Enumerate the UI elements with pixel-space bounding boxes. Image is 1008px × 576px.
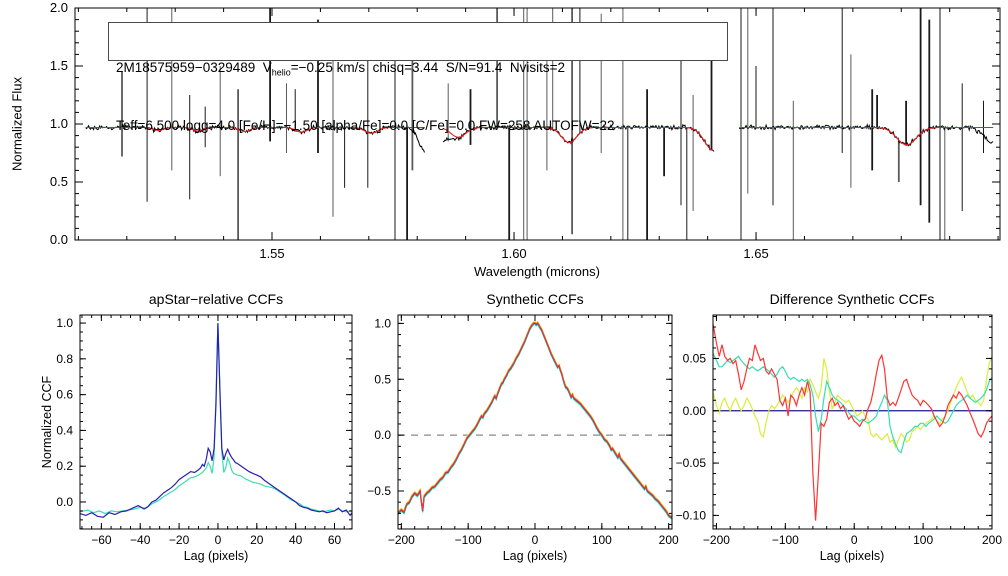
series-ccf-aqua: [80, 323, 352, 515]
spectrum-yaxis-title: Normalized Flux: [9, 77, 25, 171]
tick-label: 0.0: [56, 495, 73, 509]
tick-label: 2.0: [50, 0, 68, 15]
tick-label: 0.6: [56, 388, 73, 402]
tick-label: −0.05: [676, 456, 707, 470]
stellar-params-line: Teff=6,500 logg=4.0 [Fe/H]=−1.50 [alpha/…: [116, 118, 615, 134]
tick-label: 60: [328, 533, 342, 547]
synthetic-ccf-title: Synthetic CCFs: [486, 291, 584, 307]
tick-label: −200: [703, 533, 730, 547]
target-id-and-fit-line: 2M18575959−0329489 Vhelio=−0.25 km/s chi…: [116, 60, 566, 78]
series-ccf-navy: [80, 323, 352, 518]
tick-label: 0: [851, 533, 858, 547]
tick-label: 1.0: [50, 116, 68, 131]
synthetic-ccf-xaxis-title: Lag (pixels): [502, 549, 568, 563]
tick-label: 100: [592, 533, 612, 547]
tick-label: 40: [289, 533, 303, 547]
tick-label: 0.0: [50, 232, 68, 247]
tick-label: −60: [91, 533, 112, 547]
tick-label: 200: [982, 533, 1002, 547]
tick-label: 0.4: [56, 423, 73, 437]
tick-label: 1.5: [50, 58, 68, 73]
series-diff-ccf-cyan: [713, 352, 992, 454]
series-diff-ccf-red: [713, 323, 992, 521]
tick-label: 20: [250, 533, 264, 547]
tick-label: 0.00: [683, 404, 707, 418]
model-spectrum-line: [442, 126, 714, 152]
model-spectrum-line: [85, 126, 424, 134]
tick-labels-spectrum: 1.55 1.60 1.65 0.0 0.5 1.0 1.5 2.0: [50, 0, 769, 261]
axis-frame-difference_ccf: [712, 314, 993, 530]
difference-ccf-xaxis-title: Lag (pixels): [819, 549, 885, 563]
plot-area-spectrum: [85, 8, 994, 240]
tick-label: 0.05: [683, 351, 707, 365]
tick-label: 1.60: [501, 246, 526, 261]
tick-label: 0.2: [56, 459, 73, 473]
tick-label: 0.8: [56, 352, 73, 366]
plot-area-difference_ccf: [713, 323, 992, 521]
series-synth-ccf-yellow: [398, 320, 672, 517]
axis-frame-synthetic_ccf: [397, 314, 673, 530]
tick-label: −20: [169, 533, 190, 547]
apstar-ccf-yaxis-title: Normalized CCF: [40, 375, 54, 469]
tick-labels-difference_ccf: −200 −100 0 100 200 0.05 0.00 −0.05 −0.10: [676, 351, 1003, 547]
tick-labels-synthetic_ccf: −200 −100 0 100 200 −0.5 0.0 0.5 1.0: [367, 316, 679, 547]
tick-label: 0.5: [50, 174, 68, 189]
apstar-ccf-title: apStar−relative CCFs: [148, 291, 284, 307]
tick-label: −200: [388, 533, 415, 547]
tick-label: −0.5: [367, 484, 391, 498]
tick-label: 0.5: [374, 372, 391, 386]
axis-frame-apstar_ccf: [79, 314, 353, 530]
tick-label: −0.10: [676, 508, 707, 522]
tick-label: 1.0: [56, 316, 73, 330]
fit-info-box: 2M18575959−0329489 Vhelio=−0.25 km/s chi…: [108, 22, 728, 133]
plot-area-synthetic_ccf: [398, 320, 672, 520]
axis-ticks-synthetic_ccf: [398, 315, 672, 529]
series-synth-ccf-red: [398, 321, 672, 518]
spectrum-spikes: [121, 8, 984, 240]
apstar-ccf-xaxis-title: Lag (pixels): [183, 549, 249, 563]
series-synth-ccf-blue: [398, 322, 672, 519]
tick-label: −100: [772, 533, 799, 547]
difference-ccf-title: Difference Synthetic CCFs: [769, 291, 935, 307]
axis-ticks-apstar_ccf: [80, 315, 352, 530]
series-synth-ccf-cyan: [398, 323, 672, 520]
axis-frame-spectrum: [74, 7, 1001, 241]
tick-label: 1.55: [259, 246, 284, 261]
tick-label: −40: [130, 533, 151, 547]
tick-labels-apstar_ccf: −60 −40 −20 0 20 40 60 0.0 0.2 0.4 0.6 0.8 1.0: [56, 316, 341, 547]
helio-subscript: helio: [271, 67, 291, 78]
tick-label: 1.0: [374, 316, 391, 330]
observed-spectrum-line: [738, 123, 994, 147]
plot-area-apstar_ccf: [80, 323, 352, 518]
model-spectrum-line: [739, 126, 994, 146]
tick-label: 0.0: [374, 428, 391, 442]
tick-label: −100: [455, 533, 482, 547]
spectrum-xaxis-title: Wavelength (microns): [474, 264, 600, 279]
tick-label: 0: [215, 533, 222, 547]
tick-label: 200: [659, 533, 679, 547]
tick-label: 1.65: [743, 246, 768, 261]
tick-label: 100: [913, 533, 933, 547]
tick-label: 0: [532, 533, 539, 547]
